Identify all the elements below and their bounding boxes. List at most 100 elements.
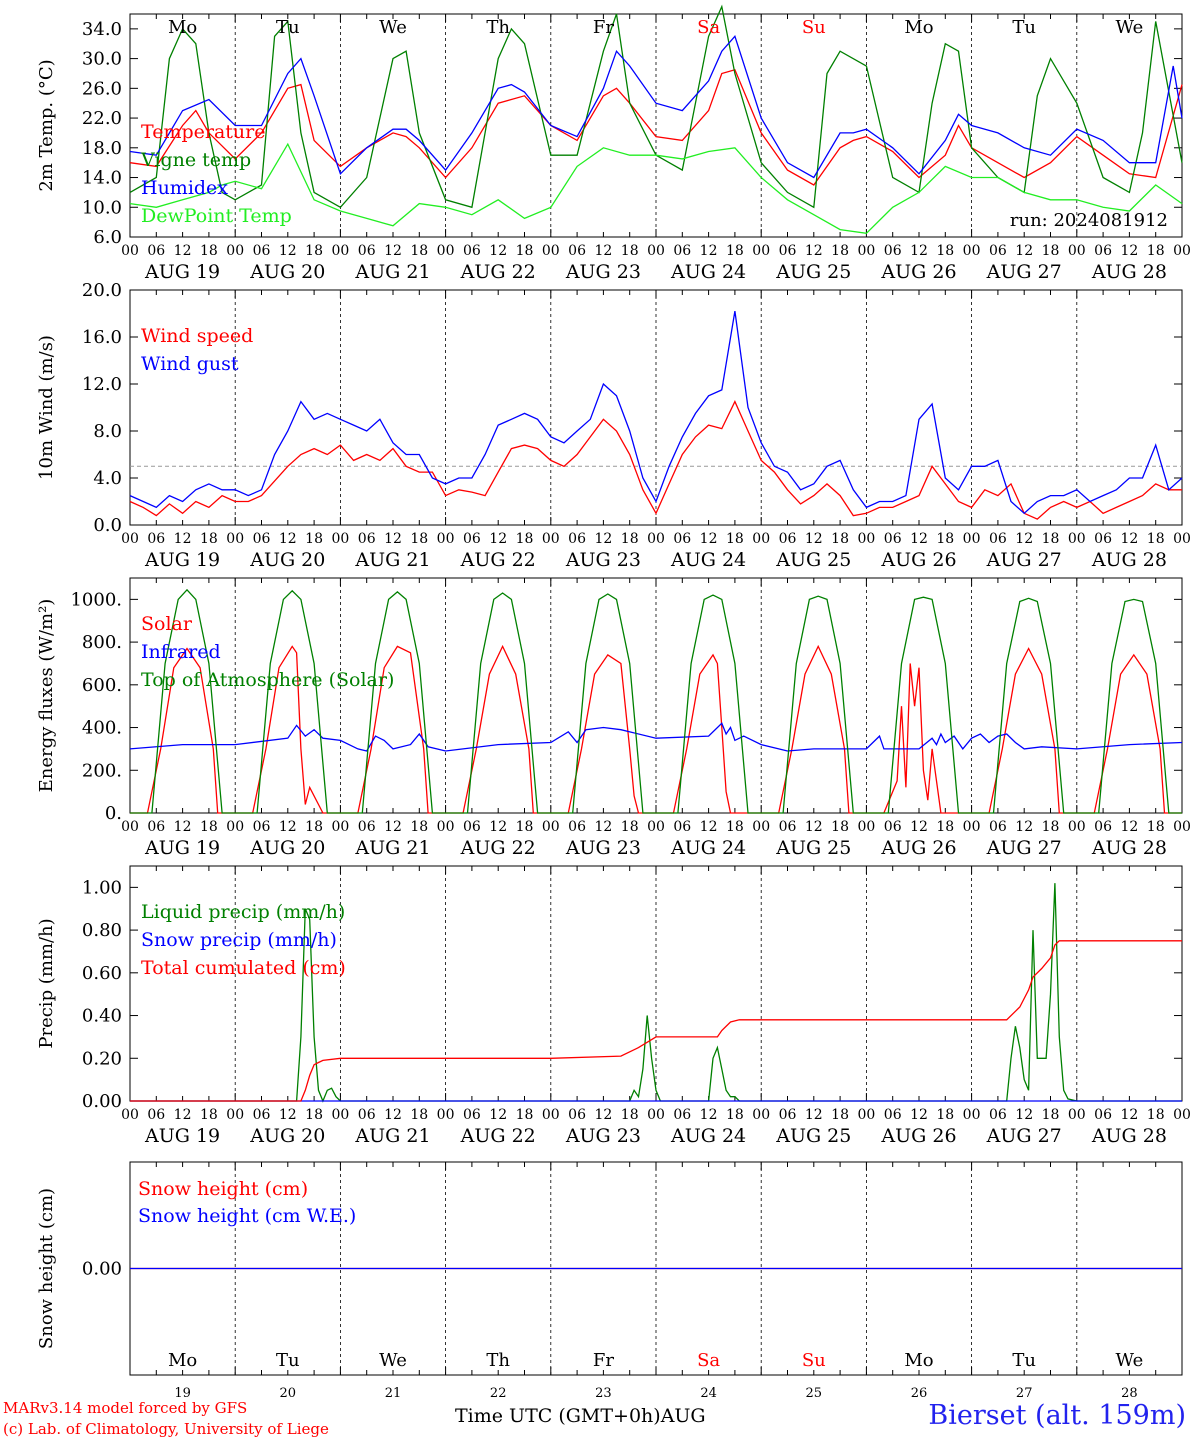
panel-5 xyxy=(129,1161,1183,1376)
hour-tick-label: 00 xyxy=(752,531,770,547)
hour-tick-label: 00 xyxy=(963,531,981,547)
hour-tick-label: 12 xyxy=(1120,243,1138,259)
hour-tick-label: 18 xyxy=(1147,243,1165,259)
hour-tick-label: 06 xyxy=(1094,531,1112,547)
hour-tick-label: 06 xyxy=(253,531,271,547)
hour-tick-label: 06 xyxy=(568,243,586,259)
date-label: AUG 24 xyxy=(670,549,746,571)
y-tick-label: 26.0 xyxy=(82,78,122,99)
y-axis-label: 10m Wind (m/s) xyxy=(36,335,57,480)
hour-tick-label: 06 xyxy=(568,531,586,547)
hour-tick-label: 00 xyxy=(1068,531,1086,547)
weekday-label: We xyxy=(379,17,407,38)
hour-tick-label: 18 xyxy=(410,819,428,835)
y-tick-label: 600. xyxy=(82,675,122,696)
hour-tick-label: 06 xyxy=(147,531,165,547)
y-tick-label: 0.0 xyxy=(93,515,122,536)
hour-tick-label: 00 xyxy=(226,243,244,259)
hour-tick-label: 18 xyxy=(1042,243,1060,259)
hour-tick-label: 18 xyxy=(1042,531,1060,547)
hour-tick-label: 00 xyxy=(1068,1107,1086,1123)
hour-tick-label: 12 xyxy=(174,243,192,259)
hour-tick-label: 06 xyxy=(1094,1107,1112,1123)
date-label: AUG 27 xyxy=(986,1125,1062,1147)
hour-tick-label: 00 xyxy=(752,243,770,259)
hour-tick-label: 18 xyxy=(200,1107,218,1123)
hour-tick-label: 12 xyxy=(1015,531,1033,547)
hour-tick-label: 06 xyxy=(463,1107,481,1123)
hour-tick-label: 00 xyxy=(226,531,244,547)
hour-tick-label: 18 xyxy=(726,531,744,547)
date-label: AUG 20 xyxy=(249,1125,325,1147)
hour-tick-label: 00 xyxy=(1173,1107,1191,1123)
weekday-label: Sa xyxy=(697,17,720,38)
hour-tick-label: 06 xyxy=(989,819,1007,835)
y-tick-label: 6.0 xyxy=(93,227,122,248)
hour-tick-label: 18 xyxy=(831,1107,849,1123)
hour-tick-label: 06 xyxy=(568,1107,586,1123)
date-label: AUG 26 xyxy=(880,1125,956,1147)
date-label: AUG 27 xyxy=(986,837,1062,859)
y-tick-label: 0.00 xyxy=(82,1259,122,1280)
day-number-label: 20 xyxy=(280,1386,297,1401)
weekday-label: Mo xyxy=(904,17,933,38)
hour-tick-label: 06 xyxy=(568,819,586,835)
series-line xyxy=(130,883,1182,1103)
legend-entry: Top of Atmosphere (Solar) xyxy=(141,669,394,691)
hour-tick-label: 06 xyxy=(989,1107,1007,1123)
hour-tick-label: 12 xyxy=(910,819,928,835)
hour-tick-label: 00 xyxy=(542,819,560,835)
legend-entry: Humidex xyxy=(141,177,228,199)
hour-tick-label: 12 xyxy=(279,243,297,259)
hour-tick-label: 18 xyxy=(516,819,534,835)
day-number-label: 23 xyxy=(595,1386,612,1401)
day-number-label: 25 xyxy=(806,1386,823,1401)
day-number-label: 19 xyxy=(174,1386,191,1401)
hour-tick-label: 06 xyxy=(463,243,481,259)
date-label: AUG 25 xyxy=(775,837,851,859)
hour-tick-label: 00 xyxy=(226,819,244,835)
hour-tick-label: 18 xyxy=(305,1107,323,1123)
hour-tick-label: 18 xyxy=(726,243,744,259)
date-label: AUG 23 xyxy=(565,837,641,859)
hour-tick-label: 12 xyxy=(279,819,297,835)
date-label: AUG 21 xyxy=(354,837,430,859)
date-label: AUG 22 xyxy=(460,261,536,283)
series-line xyxy=(130,940,1182,1102)
hour-tick-label: 00 xyxy=(647,243,665,259)
hour-tick-label: 06 xyxy=(358,1107,376,1123)
hour-tick-label: 06 xyxy=(463,819,481,835)
hour-tick-label: 12 xyxy=(910,243,928,259)
y-axis-label: 2m Temp. (°C) xyxy=(36,59,57,191)
hour-tick-label: 12 xyxy=(910,1107,928,1123)
legend-entry: Infrared xyxy=(141,641,221,663)
hour-tick-label: 12 xyxy=(805,819,823,835)
legend-entry: Snow precip (mm/h) xyxy=(141,929,337,951)
weekday-label: Sa xyxy=(697,1350,720,1371)
hour-tick-label: 18 xyxy=(831,531,849,547)
date-label: AUG 24 xyxy=(670,1125,746,1147)
run-label: run: 2024081912 xyxy=(1010,210,1168,231)
x-axis-month: AUG xyxy=(660,1405,706,1427)
hour-tick-label: 00 xyxy=(331,243,349,259)
hour-tick-label: 00 xyxy=(647,1107,665,1123)
weekday-label: Mo xyxy=(168,17,197,38)
y-tick-label: 0.80 xyxy=(82,920,122,941)
series-line xyxy=(129,35,1183,179)
weekday-label: Fr xyxy=(593,1350,614,1371)
legend-entry: Liquid precip (mm/h) xyxy=(141,901,345,923)
legend-entry: Temperature xyxy=(141,121,265,143)
hour-tick-label: 06 xyxy=(253,819,271,835)
hour-tick-label: 06 xyxy=(147,1107,165,1123)
panel-frame xyxy=(129,13,1183,238)
hour-tick-label: 00 xyxy=(857,819,875,835)
series-line xyxy=(129,722,1183,752)
hour-tick-label: 18 xyxy=(410,243,428,259)
hour-tick-label: 00 xyxy=(1173,243,1191,259)
weekday-label: Mo xyxy=(904,1350,933,1371)
date-label: AUG 28 xyxy=(1091,261,1167,283)
hour-tick-label: 18 xyxy=(726,1107,744,1123)
hour-tick-label: 18 xyxy=(410,531,428,547)
hour-tick-label: 12 xyxy=(489,531,507,547)
hour-tick-label: 12 xyxy=(279,1107,297,1123)
